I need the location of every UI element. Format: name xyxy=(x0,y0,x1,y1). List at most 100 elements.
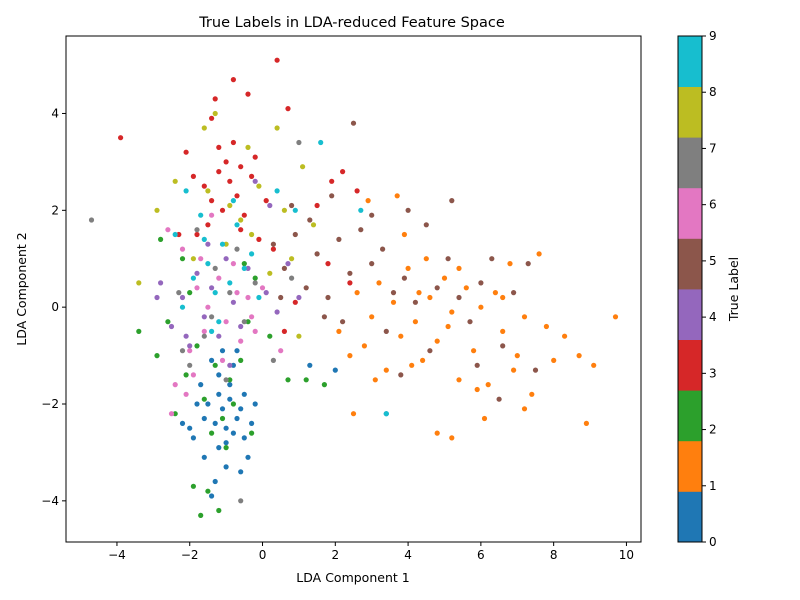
scatter-point-label-4 xyxy=(168,323,175,330)
scatter-point-label-3 xyxy=(176,231,182,238)
scatter-point-label-3 xyxy=(219,207,226,213)
scatter-point-label-0 xyxy=(219,348,226,354)
scatter-point-label-6 xyxy=(205,304,211,310)
scatter-point-label-1 xyxy=(591,362,597,368)
scatter-point-label-3 xyxy=(216,169,222,175)
colorbar-segment xyxy=(678,36,702,87)
scatter-point-label-2 xyxy=(194,343,200,349)
colorbar-tick-label: 7 xyxy=(709,141,717,155)
scatter-point-label-3 xyxy=(325,261,331,267)
scatter-point-label-4 xyxy=(230,299,236,305)
scatter-point-label-3 xyxy=(205,222,211,228)
scatter-point-label-4 xyxy=(154,294,160,301)
scatter-point-label-7 xyxy=(176,290,182,296)
scatter-point-label-4 xyxy=(267,202,273,209)
scatter-point-label-5 xyxy=(380,246,386,252)
scatter-point-label-2 xyxy=(227,377,233,383)
scatter-point-label-8 xyxy=(227,202,233,209)
scatter-point-label-5 xyxy=(434,285,440,291)
scatter-point-label-1 xyxy=(536,251,542,257)
scatter-point-label-1 xyxy=(369,314,375,320)
scatter-point-label-4 xyxy=(179,294,186,301)
scatter-point-label-4 xyxy=(216,333,222,339)
y-axis-label: LDA Component 2 xyxy=(14,232,29,345)
scatter-point-label-0 xyxy=(230,362,236,368)
scatter-point-label-3 xyxy=(230,77,236,83)
scatter-point-label-2 xyxy=(158,236,164,242)
scatter-point-label-8 xyxy=(274,125,280,131)
scatter-point-label-8 xyxy=(267,270,273,276)
colorbar-segment xyxy=(678,289,702,340)
scatter-point-label-6 xyxy=(259,285,266,291)
scatter-point-label-1 xyxy=(347,353,353,359)
scatter-point-label-3 xyxy=(241,212,247,218)
colorbar-tick-label: 9 xyxy=(709,29,717,43)
scatter-point-label-7 xyxy=(201,333,207,339)
scatter-point-label-2 xyxy=(212,362,218,368)
scatter-point-label-2 xyxy=(285,377,291,383)
scatter-point-label-1 xyxy=(507,261,513,267)
x-tick-label: 4 xyxy=(404,548,412,562)
x-tick-label: 2 xyxy=(331,548,339,562)
scatter-point-label-0 xyxy=(223,440,229,446)
scatter-point-label-0 xyxy=(209,493,215,499)
x-tick-label: 8 xyxy=(550,548,558,562)
scatter-point-label-2 xyxy=(154,353,160,359)
scatter-point-label-2 xyxy=(249,430,255,436)
scatter-point-label-3 xyxy=(194,231,200,238)
scatter-point-label-3 xyxy=(292,299,298,305)
scatter-point-label-1 xyxy=(420,357,426,363)
scatter-point-label-9 xyxy=(383,411,389,417)
scatter-point-label-0 xyxy=(230,430,236,436)
scatter-point-label-1 xyxy=(441,275,448,281)
scatter-point-label-6 xyxy=(238,338,244,344)
scatter-point-label-3 xyxy=(347,280,353,286)
scatter-point-label-6 xyxy=(209,212,215,218)
scatter-point-label-6 xyxy=(278,348,284,354)
scatter-point-label-2 xyxy=(252,275,258,281)
scatter-point-label-3 xyxy=(263,198,269,204)
scatter-point-label-2 xyxy=(136,328,142,334)
scatter-point-label-0 xyxy=(212,420,218,426)
scatter-point-label-9 xyxy=(230,198,236,204)
colorbar-segment xyxy=(678,491,702,543)
scatter-point-label-5 xyxy=(270,241,276,247)
scatter-point-label-3 xyxy=(183,149,189,155)
scatter-point-label-8 xyxy=(172,178,178,184)
scatter-point-label-1 xyxy=(463,285,469,291)
scatter-point-label-1 xyxy=(500,328,506,334)
scatter-point-label-1 xyxy=(471,348,477,354)
scatter-point-label-7 xyxy=(270,357,276,363)
scatter-point-label-6 xyxy=(168,411,175,417)
scatter-point-label-5 xyxy=(336,236,342,242)
scatter-point-label-2 xyxy=(219,415,226,422)
scatter-point-label-1 xyxy=(372,377,378,383)
scatter-point-label-4 xyxy=(263,290,269,296)
scatter-point-label-0 xyxy=(190,435,196,441)
scatter-point-label-0 xyxy=(245,454,251,460)
scatter-point-label-3 xyxy=(209,115,215,121)
scatter-point-label-9 xyxy=(256,294,262,301)
scatter-point-label-3 xyxy=(223,159,229,165)
colorbar-tick-label: 6 xyxy=(709,198,717,212)
colorbar-tick-label: 4 xyxy=(709,310,717,324)
scatter-point-label-5 xyxy=(369,261,375,267)
scatter-point-label-0 xyxy=(198,382,204,388)
scatter-point-label-8 xyxy=(205,188,211,194)
scatter-point-label-3 xyxy=(245,91,251,97)
scatter-point-label-0 xyxy=(241,435,247,441)
scatter-point-label-3 xyxy=(230,139,236,146)
scatter-point-label-7 xyxy=(209,314,215,320)
scatter-point-label-6 xyxy=(249,314,255,320)
scatter-point-label-4 xyxy=(285,261,291,267)
scatter-point-label-8 xyxy=(190,256,196,262)
scatter-point-label-1 xyxy=(612,314,619,320)
scatter-point-label-1 xyxy=(336,328,342,334)
scatter-point-label-1 xyxy=(583,420,590,426)
scatter-point-label-2 xyxy=(230,401,236,407)
scatter-point-label-2 xyxy=(183,372,189,378)
scatter-point-label-9 xyxy=(209,328,215,334)
scatter-point-label-3 xyxy=(234,193,240,199)
scatter-point-label-2 xyxy=(303,377,309,383)
scatter-point-label-6 xyxy=(201,328,207,334)
